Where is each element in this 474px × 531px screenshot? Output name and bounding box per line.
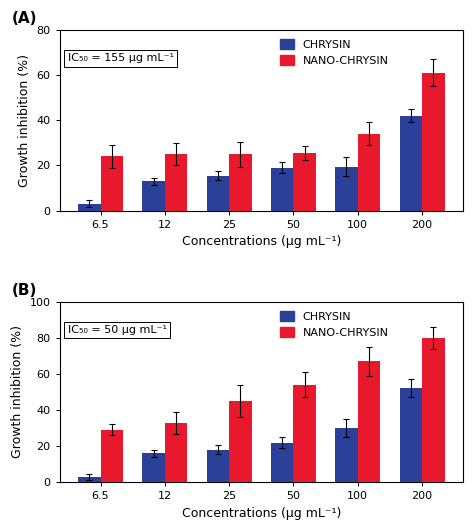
Bar	[165, 154, 187, 211]
Bar	[422, 73, 445, 211]
Legend: CHRYSIN, NANO-CHRYSIN: CHRYSIN, NANO-CHRYSIN	[275, 33, 394, 72]
Bar	[142, 453, 165, 482]
Bar	[271, 168, 293, 211]
Bar	[165, 423, 187, 482]
Bar	[100, 430, 123, 482]
Bar	[142, 181, 165, 211]
Bar	[400, 388, 422, 482]
Bar	[229, 401, 252, 482]
Bar	[293, 153, 316, 211]
Text: (A): (A)	[11, 11, 37, 26]
Text: IC₅₀ = 155 μg mL⁻¹: IC₅₀ = 155 μg mL⁻¹	[68, 53, 174, 63]
Bar	[358, 134, 380, 211]
Bar	[78, 204, 100, 211]
Bar	[207, 176, 229, 211]
Bar	[400, 116, 422, 211]
Text: (B): (B)	[11, 283, 36, 298]
Bar	[207, 450, 229, 482]
Bar	[271, 442, 293, 482]
Bar	[229, 154, 252, 211]
Y-axis label: Growth inhibition (%): Growth inhibition (%)	[18, 54, 31, 187]
X-axis label: Concentrations (μg mL⁻¹): Concentrations (μg mL⁻¹)	[182, 235, 341, 248]
Bar	[422, 338, 445, 482]
Text: IC₅₀ = 50 μg mL⁻¹: IC₅₀ = 50 μg mL⁻¹	[68, 325, 167, 335]
Bar	[335, 167, 358, 211]
Bar	[358, 361, 380, 482]
Legend: CHRYSIN, NANO-CHRYSIN: CHRYSIN, NANO-CHRYSIN	[275, 305, 394, 344]
X-axis label: Concentrations (μg mL⁻¹): Concentrations (μg mL⁻¹)	[182, 507, 341, 520]
Bar	[335, 428, 358, 482]
Y-axis label: Growth inhibition (%): Growth inhibition (%)	[11, 326, 24, 458]
Bar	[100, 156, 123, 211]
Bar	[293, 385, 316, 482]
Bar	[78, 477, 100, 482]
